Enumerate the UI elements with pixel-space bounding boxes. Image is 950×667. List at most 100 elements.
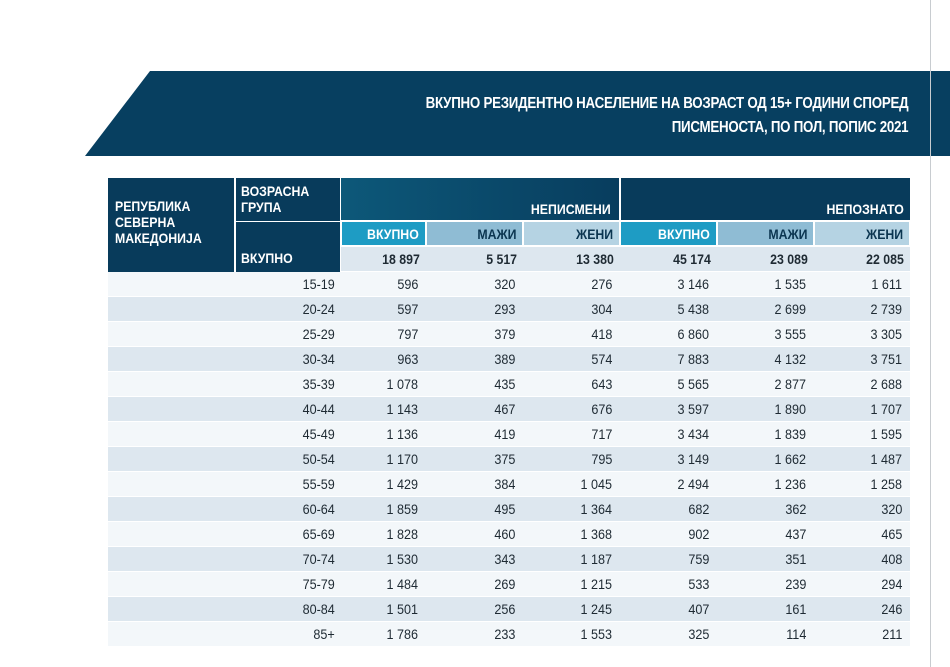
value-cell-illiterate-total: 1 828	[386, 526, 418, 542]
table-row: 30-34 963 389 574 7 883 4 132 3 751	[108, 347, 910, 372]
value-cell-unknown-male: 2 877	[774, 376, 806, 392]
value-cell-unknown-female: 465	[880, 526, 902, 542]
table-row: 75-79 1 484 269 1 215 533 239 294	[108, 572, 910, 597]
value-cell-illiterate-male: 256	[493, 601, 515, 617]
value-cell-illiterate-female: 676	[590, 401, 612, 417]
total-unknown-male: 23 089	[717, 247, 814, 271]
table-row: 65-69 1 828 460 1 368 902 437 465	[108, 522, 910, 547]
value-cell-illiterate-male: 375	[493, 451, 515, 467]
value-cell-unknown-male: 437	[784, 526, 806, 542]
table-header: РЕПУБЛИКА СЕВЕРНА МАКЕДОНИЈА ВОЗРАСНА ГР…	[108, 178, 910, 272]
value-cell-unknown-female: 246	[880, 601, 902, 617]
total-unknown-total: 45 174	[620, 247, 717, 271]
value-cell-illiterate-male: 467	[493, 401, 515, 417]
age-group-header: ВОЗРАСНА ГРУПА	[236, 178, 340, 221]
value-cell-illiterate-female: 1 187	[580, 551, 612, 567]
value-cell-unknown-total: 902	[687, 526, 709, 542]
value-cell-unknown-total: 682	[687, 501, 709, 517]
age-group-cell: 25-29	[302, 326, 335, 342]
value-cell-unknown-female: 1 487	[870, 451, 902, 467]
value-cell-illiterate-total: 1 170	[386, 451, 418, 467]
value-cell-illiterate-male: 419	[493, 426, 515, 442]
value-cell-unknown-male: 1 236	[774, 476, 806, 492]
value-cell-illiterate-total: 797	[396, 326, 418, 342]
value-cell-illiterate-female: 418	[590, 326, 612, 342]
value-cell-illiterate-male: 495	[493, 501, 515, 517]
age-group-cell: 70-74	[302, 551, 335, 567]
age-group-cell: 20-24	[302, 301, 335, 317]
value-cell-illiterate-female: 276	[590, 276, 612, 292]
age-group-cell: 65-69	[302, 526, 335, 542]
table-row: 15-19 596 320 276 3 146 1 535 1 611	[108, 272, 910, 297]
subheader-unknown-female: ЖЕНИ	[815, 222, 909, 245]
country-header: РЕПУБЛИКА СЕВЕРНА МАКЕДОНИЈА	[108, 178, 234, 272]
value-cell-illiterate-total: 963	[396, 351, 418, 367]
value-cell-unknown-male: 4 132	[774, 351, 806, 367]
table-row: 50-54 1 170 375 795 3 149 1 662 1 487	[108, 447, 910, 472]
age-group-cell: 75-79	[302, 576, 335, 592]
value-cell-unknown-female: 1 611	[871, 276, 902, 292]
value-cell-unknown-female: 408	[880, 551, 902, 567]
age-group-cell: 85+	[313, 626, 335, 642]
subheader-illiterate-female: ЖЕНИ	[524, 222, 619, 245]
table-row: 20-24 597 293 304 5 438 2 699 2 739	[108, 297, 910, 322]
age-group-cell: 80-84	[302, 601, 335, 617]
total-illiterate-female: 13 380	[523, 247, 620, 271]
value-cell-unknown-female: 3 305	[870, 326, 902, 342]
value-cell-illiterate-female: 643	[590, 376, 612, 392]
value-cell-illiterate-total: 1 786	[386, 626, 418, 642]
value-cell-unknown-female: 2 739	[870, 301, 902, 317]
title-banner	[85, 71, 950, 156]
value-cell-unknown-male: 351	[784, 551, 806, 567]
value-cell-unknown-female: 3 751	[870, 351, 902, 367]
subheader-illiterate-male: МАЖИ	[427, 222, 522, 245]
value-cell-illiterate-female: 1 045	[580, 476, 612, 492]
age-group-cell: 15-19	[302, 276, 335, 292]
table-row: 55-59 1 429 384 1 045 2 494 1 236 1 258	[108, 472, 910, 497]
age-group-cell: 50-54	[302, 451, 335, 467]
value-cell-illiterate-total: 1 501	[386, 601, 418, 617]
value-cell-unknown-female: 2 688	[870, 376, 902, 392]
value-cell-illiterate-total: 1 429	[386, 476, 418, 492]
total-label: ВКУПНО	[236, 222, 340, 272]
value-cell-unknown-total: 325	[687, 626, 709, 642]
value-cell-unknown-total: 3 149	[677, 451, 709, 467]
value-cell-illiterate-total: 596	[396, 276, 418, 292]
subheader-unknown-total: ВКУПНО	[621, 222, 716, 245]
value-cell-unknown-male: 1 662	[774, 451, 806, 467]
total-unknown-female: 22 085	[814, 247, 910, 271]
value-cell-illiterate-total: 1 143	[386, 401, 418, 417]
table-title: ВКУПНО РЕЗИДЕНТНО НАСЕЛЕНИЕ НА ВОЗРАСТ О…	[425, 95, 908, 136]
value-cell-illiterate-total: 1 078	[386, 376, 418, 392]
value-cell-illiterate-total: 597	[396, 301, 418, 317]
table-row: 40-44 1 143 467 676 3 597 1 890 1 707	[108, 397, 910, 422]
value-cell-unknown-female: 1 258	[870, 476, 902, 492]
total-illiterate-male: 5 517	[426, 247, 523, 271]
value-cell-unknown-total: 5 438	[677, 301, 709, 317]
value-cell-unknown-female: 1 707	[870, 401, 902, 417]
age-group-cell: 55-59	[302, 476, 335, 492]
value-cell-illiterate-male: 269	[493, 576, 515, 592]
value-cell-unknown-male: 239	[784, 576, 806, 592]
value-cell-illiterate-female: 1 245	[580, 601, 612, 617]
table-row: 25-29 797 379 418 6 860 3 555 3 305	[108, 322, 910, 347]
page-edge-divider	[930, 0, 931, 667]
value-cell-unknown-total: 3 434	[677, 426, 709, 442]
value-cell-unknown-female: 211	[881, 626, 902, 642]
value-cell-unknown-male: 362	[784, 501, 806, 517]
value-cell-illiterate-female: 574	[590, 351, 612, 367]
value-cell-unknown-male: 1 839	[774, 426, 806, 442]
value-cell-unknown-male: 161	[784, 601, 806, 617]
literacy-table: РЕПУБЛИКА СЕВЕРНА МАКЕДОНИЈА ВОЗРАСНА ГР…	[108, 178, 910, 647]
value-cell-unknown-female: 294	[880, 576, 902, 592]
value-cell-unknown-total: 6 860	[677, 326, 709, 342]
value-cell-illiterate-female: 717	[590, 426, 612, 442]
subheader-illiterate-total: ВКУПНО	[342, 222, 425, 245]
value-cell-illiterate-total: 1 484	[386, 576, 418, 592]
table-row: 45-49 1 136 419 717 3 434 1 839 1 595	[108, 422, 910, 447]
value-cell-unknown-male: 2 699	[774, 301, 806, 317]
total-illiterate-total: 18 897	[341, 247, 426, 271]
illiterate-group-header: НЕПИСМЕНИ	[341, 178, 619, 220]
value-cell-illiterate-male: 460	[493, 526, 515, 542]
value-cell-illiterate-male: 384	[493, 476, 515, 492]
